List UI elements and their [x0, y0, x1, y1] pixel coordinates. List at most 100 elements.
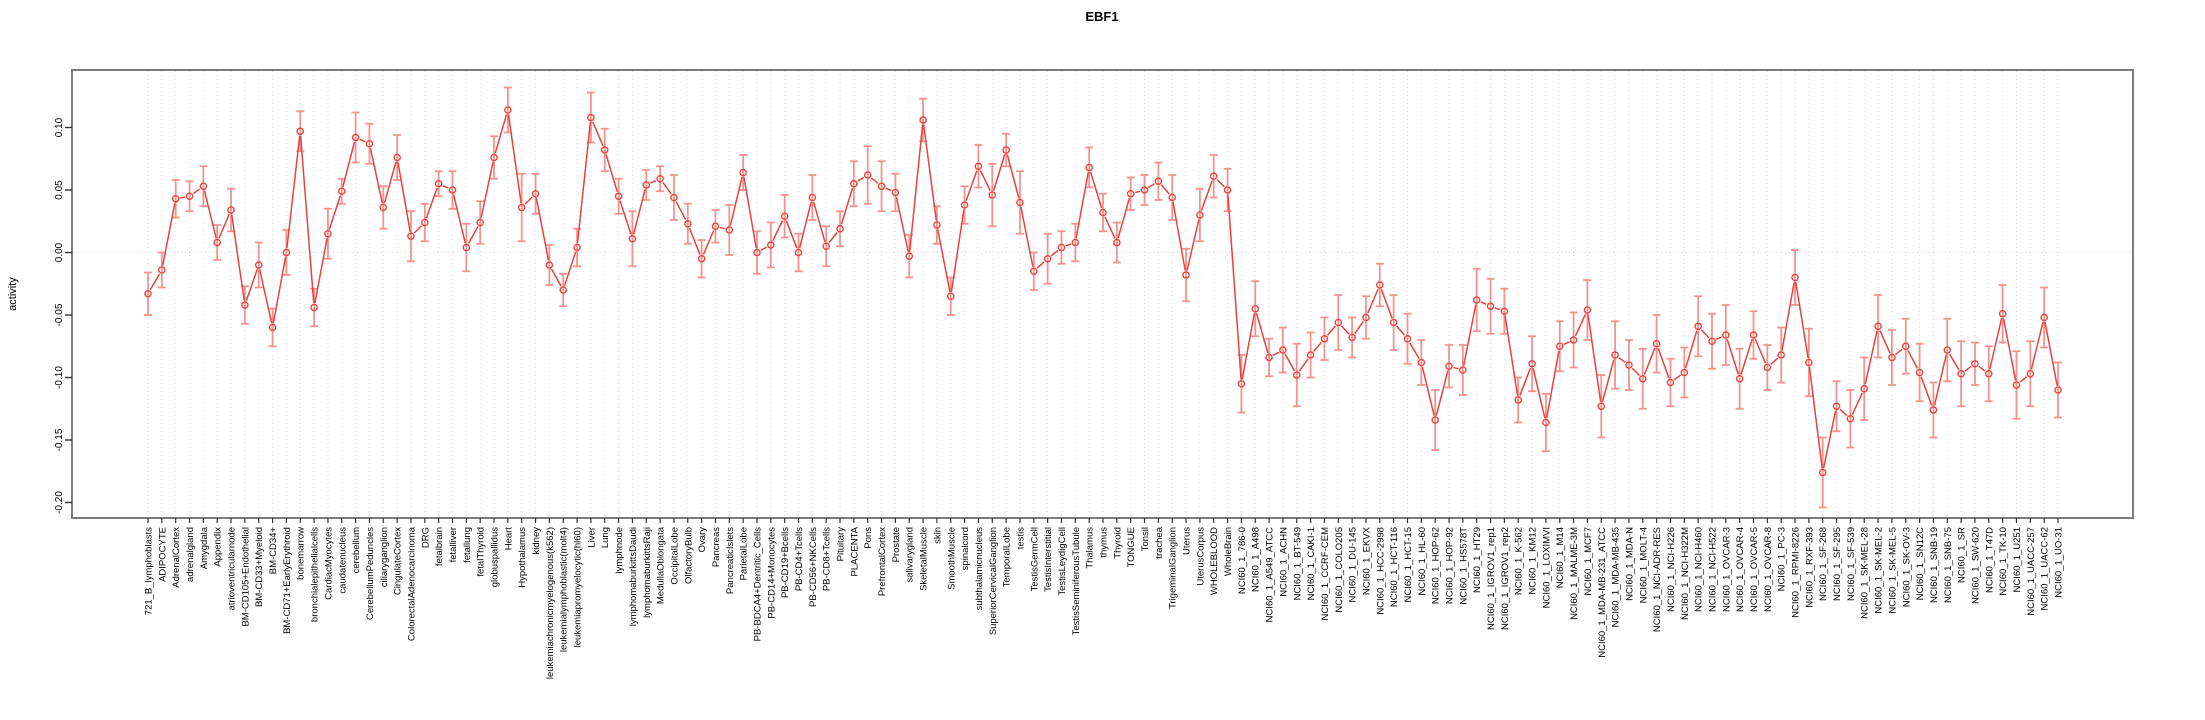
x-tick-label: TemporalLobe [1002, 527, 1013, 587]
series-segment [1494, 307, 1501, 311]
x-tick-label: NCI60_1_SK-OV-3 [1901, 527, 1912, 607]
x-tick-label: NCI60_1_NCI-ADR-RES [1652, 527, 1663, 632]
data-point [1029, 267, 1038, 276]
series-segment [1421, 366, 1435, 416]
data-point [1901, 342, 1910, 351]
series-segment [1657, 347, 1670, 379]
x-tick-label: MedullaOblongata [656, 526, 667, 604]
x-tick-label: Pons [863, 527, 874, 549]
data-point [1735, 374, 1744, 383]
data-point [933, 221, 941, 229]
x-tick-label: ColorectalAdenocarcinoma [406, 526, 417, 641]
series-segment [870, 177, 879, 184]
series-segment [425, 187, 438, 219]
data-point [282, 248, 291, 257]
series-segment [314, 238, 328, 304]
series-segment [1340, 325, 1350, 335]
x-tick-label: NCI60_1_SR [1957, 527, 1968, 583]
series-segment [965, 170, 978, 201]
x-tick-label: NCI60_1_MOLT-4 [1638, 527, 1649, 603]
x-tick-label: ADIPOCYTE [157, 527, 168, 582]
data-point [794, 248, 803, 257]
data-point [1472, 296, 1481, 304]
series-segment [1284, 353, 1296, 372]
series-segment [922, 124, 938, 221]
data-point [1140, 186, 1149, 194]
series-segment [192, 188, 201, 195]
x-tick-label: skin [932, 527, 943, 544]
data-point [1209, 172, 1218, 181]
series-segment [1684, 330, 1698, 369]
x-tick-label: TestisInterstitial [1043, 527, 1054, 592]
x-tick-label: NCI60_1_OVCAR-3 [1721, 527, 1732, 612]
data-point [808, 193, 817, 202]
series-segment [576, 121, 592, 244]
series-segment [992, 154, 1006, 191]
data-point [711, 222, 720, 231]
series-segment [1948, 353, 1960, 371]
x-tick-label: Heart [503, 527, 514, 551]
x-tick-label: NCI60_1_SNB-19 [1929, 527, 1940, 603]
series-segment [1186, 219, 1200, 271]
series-segment [785, 220, 798, 249]
series-segment [1134, 190, 1141, 194]
data-point [1223, 186, 1232, 194]
series-segment [203, 190, 217, 239]
x-tick-label: SmoothMuscle [946, 527, 957, 590]
series-segment [359, 138, 366, 143]
x-tick-label: bonemarrow [296, 527, 307, 580]
x-tick-label: ciliaryganglion [379, 527, 390, 587]
data-point [448, 186, 457, 194]
series-segment [1978, 365, 1986, 372]
series-segment [1241, 313, 1256, 380]
x-tick-label: NCI60_1_COLO205 [1334, 527, 1345, 613]
data-point [697, 254, 706, 263]
data-point [1763, 363, 1772, 372]
x-tick-label: leukemiapromyelocytic(hl60) [573, 527, 584, 647]
x-tick-label: trachea [1154, 526, 1165, 558]
series-segment [218, 213, 230, 239]
series-segment [1313, 341, 1323, 352]
series-segment [535, 198, 550, 261]
series-segment [1298, 358, 1309, 372]
data-point [421, 218, 429, 227]
series-segment [1631, 367, 1641, 377]
x-tick-label: bronchialepithelialcells [310, 527, 321, 622]
x-tick-label: lymphnode [614, 527, 625, 573]
data-point [1666, 378, 1675, 387]
series-segment [1920, 376, 1933, 406]
series-segment [467, 226, 479, 244]
data-point [753, 248, 761, 257]
series-segment [1463, 304, 1477, 366]
series-segment [507, 114, 522, 204]
y-tick-label: -0.10 [54, 366, 65, 389]
x-tick-label: BM-CD33+Myeloid [254, 527, 265, 607]
data-point [227, 206, 235, 214]
x-tick-label: NCI60_1_IGROV1_rep1 [1486, 527, 1497, 630]
data-point [1113, 238, 1121, 247]
series-segment [1726, 339, 1739, 375]
data-point [1168, 193, 1177, 202]
data-points [144, 106, 2062, 477]
series-segment [1036, 261, 1045, 269]
data-point [1320, 334, 1329, 343]
data-point [476, 218, 484, 227]
x-tick-label: NCI60_1_HCT-15 [1403, 527, 1414, 603]
series-segment [2030, 321, 2044, 370]
data-point [988, 191, 997, 199]
x-tick-label: spinalcord [960, 527, 971, 570]
series-segment [1907, 349, 1919, 369]
data-point [351, 133, 360, 142]
series-segment [1781, 281, 1795, 351]
data-point [1486, 302, 1495, 311]
x-tick-label: NCI60_1_MDA-N [1624, 527, 1635, 601]
data-point [310, 303, 318, 312]
x-tick-label: thymus [1099, 527, 1110, 558]
data-point [1126, 189, 1135, 198]
data-point [1569, 336, 1578, 344]
x-tick-label: NCI60_1_A549_ATCC [1265, 527, 1276, 623]
series-segment [760, 246, 768, 251]
x-tick-label: Thyroid [1112, 527, 1123, 559]
series-segment [1367, 288, 1379, 314]
